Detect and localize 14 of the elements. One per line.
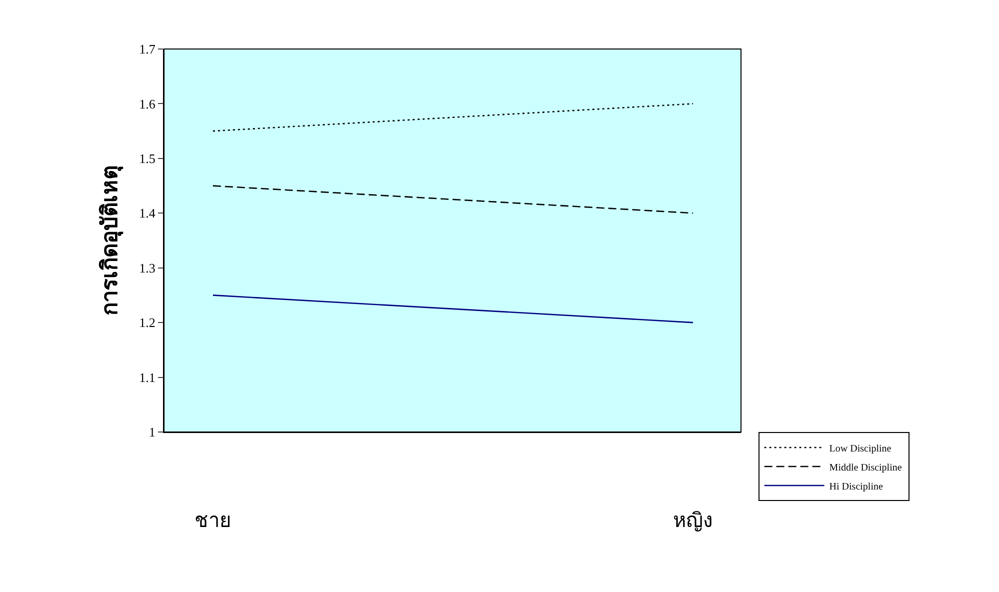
text: Middle Discipline: [829, 462, 902, 474]
y-tick-label: 1.2: [139, 315, 156, 330]
y-tick-label: 1: [148, 424, 156, 440]
x-tick-label: ชาย: [194, 510, 232, 532]
text: Hi Discipline: [829, 481, 884, 492]
y-tick-label: 1.3: [139, 260, 156, 276]
text: Low Discipline: [829, 443, 892, 454]
y-tick-label: 1.1: [139, 370, 156, 385]
y-tick-label: 1.6: [139, 96, 156, 112]
y-axis-title: การเกิดอุบัติเหตุ: [96, 166, 124, 316]
x-tick-label: หญิง: [673, 510, 713, 532]
y-tick-label: 1.7: [139, 42, 156, 57]
y-tick-label: 1.5: [139, 150, 156, 166]
y-tick-label: 1.4: [139, 206, 156, 221]
